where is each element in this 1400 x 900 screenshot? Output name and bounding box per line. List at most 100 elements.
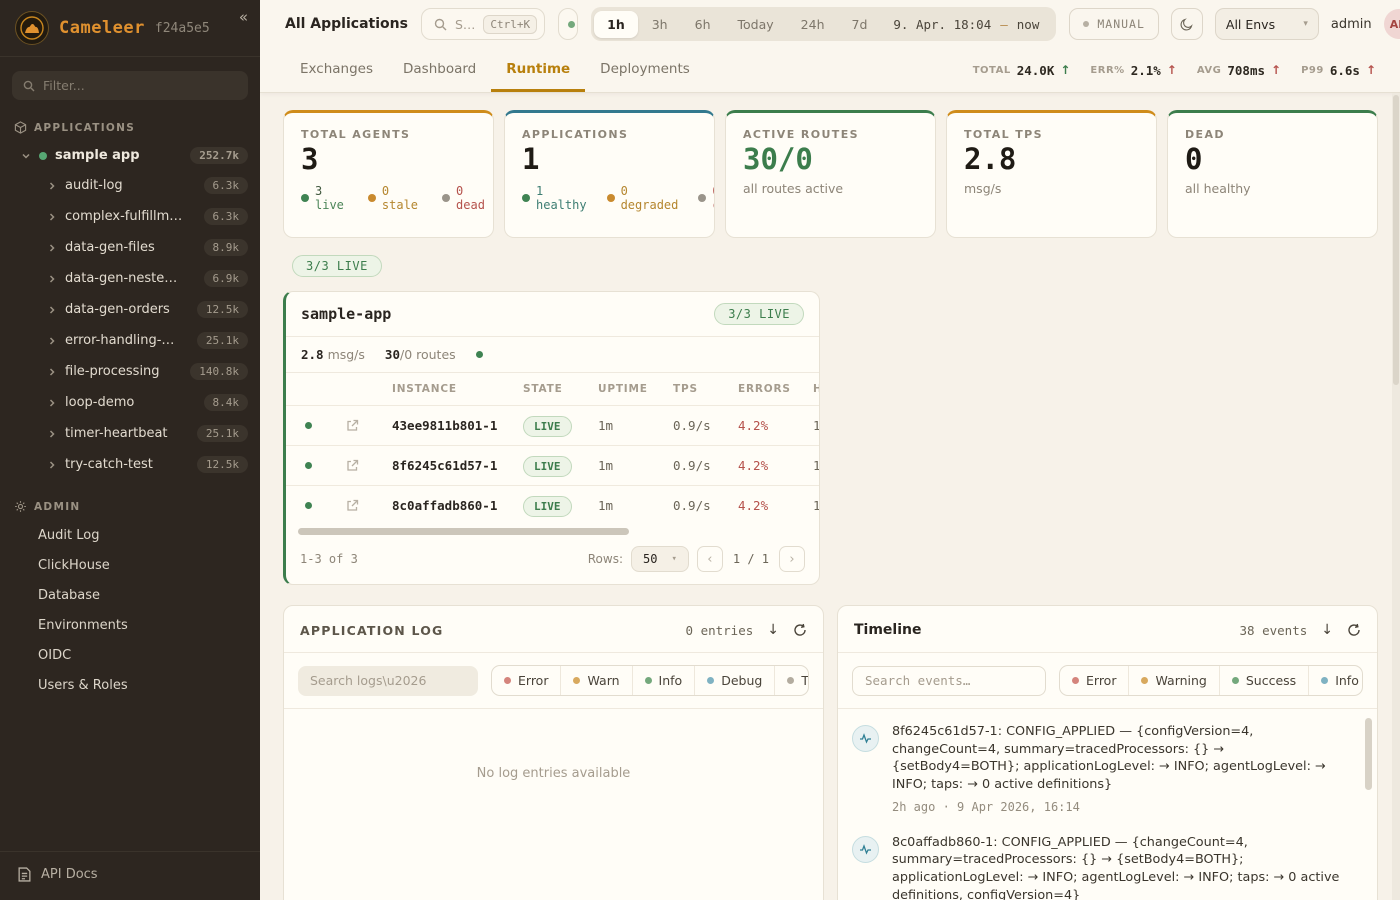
sidebar-item-users-roles[interactable]: Users & Roles <box>38 677 128 693</box>
filter-trace[interactable]: Trace <box>774 666 808 695</box>
download-icon[interactable]: ↓ <box>1321 622 1333 638</box>
chevron-right-icon[interactable] <box>47 274 57 284</box>
timeline-scrollbar[interactable] <box>1365 718 1372 900</box>
tab-runtime[interactable]: Runtime <box>491 48 586 92</box>
sidebar-item-audit-log[interactable]: Audit Log <box>38 527 100 543</box>
timeline-panel: Timeline 38 events ↓ Error Warning Succe… <box>837 605 1378 900</box>
filter-info[interactable]: Info <box>631 666 695 695</box>
count-badge: 12.5k <box>196 301 248 318</box>
range-button-3h[interactable]: 3h <box>651 16 668 32</box>
sidebar-item-route[interactable]: data-gen-neste… 6.9k <box>0 263 260 294</box>
tab-exchanges[interactable]: Exchanges <box>300 61 373 77</box>
panel-title: APPLICATION LOG <box>300 622 444 638</box>
sidebar-item-oidc[interactable]: OIDC <box>38 647 72 663</box>
timeline-events-list: 8f6245c61d57-1: CONFIG_APPLIED — {config… <box>838 709 1377 900</box>
chevron-right-icon[interactable] <box>47 460 57 470</box>
count-badge: 8.9k <box>203 239 248 256</box>
filter-error[interactable]: Error <box>1060 666 1128 695</box>
chevron-right-icon[interactable] <box>47 367 57 377</box>
external-link-icon[interactable] <box>330 499 374 512</box>
table-row[interactable]: 43ee9811b801-1 LIVE 1m 0.9/s 4.2% 1 <box>286 405 819 445</box>
online-status-pill[interactable]: O <box>558 8 579 40</box>
log-search-input[interactable] <box>298 665 478 696</box>
sidebar-item-route[interactable]: timer-heartbeat 25.1k <box>0 418 260 449</box>
filter-debug[interactable]: Debug <box>694 666 774 695</box>
chevron-right-icon[interactable] <box>47 212 57 222</box>
refresh-icon[interactable] <box>1347 623 1361 637</box>
next-page-button[interactable]: › <box>779 546 805 572</box>
event-message: 8f6245c61d57-1: CONFIG_APPLIED — {config… <box>892 724 1326 792</box>
environment-select[interactable]: All Envs ▾ <box>1214 8 1319 40</box>
chevron-right-icon[interactable] <box>47 181 57 191</box>
chevron-down-icon[interactable] <box>21 151 31 161</box>
download-icon[interactable]: ↓ <box>767 622 779 638</box>
filter-warning[interactable]: Warning <box>1128 666 1218 695</box>
admin-section-header: ADMIN <box>0 480 260 520</box>
sidebar-item-route[interactable]: data-gen-files 8.9k <box>0 232 260 263</box>
activity-icon <box>852 835 879 863</box>
external-link-icon[interactable] <box>330 459 374 472</box>
sidebar-collapse-icon[interactable]: « <box>238 8 248 26</box>
timeline-search-input[interactable] <box>852 665 1046 696</box>
sidebar-item-database[interactable]: Database <box>38 587 101 603</box>
application-card: sample-app 3/3 LIVE 2.8 msg/s 30/0 route… <box>283 291 820 585</box>
date-range-display[interactable]: 9. Apr. 18:04 — now <box>893 16 1040 32</box>
main-area: All Applications S… Ctrl+K O 1h 3h 6h To… <box>260 0 1400 900</box>
count-badge: 6.3k <box>203 208 248 225</box>
sidebar-filter-input[interactable]: Filter... <box>12 71 248 100</box>
filter-success[interactable]: Success <box>1218 666 1308 695</box>
chevron-right-icon[interactable] <box>47 429 57 439</box>
range-button-today[interactable]: Today <box>737 16 774 32</box>
count-badge: 8.4k <box>203 394 248 411</box>
sidebar-item-route[interactable]: file-processing 140.8k <box>0 356 260 387</box>
manual-refresh-button[interactable]: MANUAL <box>1069 8 1159 40</box>
range-button-7d[interactable]: 7d <box>851 16 868 32</box>
filter-info[interactable]: Info <box>1308 666 1362 695</box>
chevron-right-icon[interactable] <box>47 398 57 408</box>
state-badge: LIVE <box>523 495 572 517</box>
sidebar-item-route[interactable]: complex-fulfillm… 6.3k <box>0 201 260 232</box>
page-vertical-scrollbar[interactable] <box>1392 93 1400 900</box>
table-row[interactable]: 8f6245c61d57-1 LIVE 1m 0.9/s 4.2% 1 <box>286 445 819 485</box>
filter-warn[interactable]: Warn <box>560 666 631 695</box>
scrollbar-thumb[interactable] <box>298 528 629 535</box>
chevron-right-icon[interactable] <box>47 305 57 315</box>
sidebar-item-environments[interactable]: Environments <box>38 617 128 633</box>
table-footer: 1-3 of 3 Rows: 50 ▾ ‹ 1 / 1 › <box>286 537 819 584</box>
tab-dashboard[interactable]: Dashboard <box>403 61 477 77</box>
range-button-24h[interactable]: 24h <box>800 16 825 32</box>
dark-mode-toggle[interactable] <box>1170 8 1203 40</box>
chevron-right-icon[interactable] <box>47 336 57 346</box>
debug-dot <box>707 677 715 684</box>
global-search-button[interactable]: S… Ctrl+K <box>420 8 546 40</box>
avatar[interactable]: AD <box>1383 9 1400 39</box>
range-button-6h[interactable]: 6h <box>694 16 711 32</box>
prev-page-button[interactable]: ‹ <box>696 546 723 572</box>
tab-deployments[interactable]: Deployments <box>600 61 690 77</box>
card-total-tps: TOTAL TPS 2.8 msg/s <box>946 110 1157 238</box>
live-badge: 3/3 LIVE <box>714 303 804 325</box>
chevron-right-icon[interactable] <box>47 243 57 253</box>
sidebar-item-route[interactable]: audit-log 6.3k <box>0 170 260 201</box>
summary-metrics: TOTAL 24.0K ↑ ERR% 2.1% ↑ AVG 708ms ↑ P9… <box>973 48 1376 92</box>
filter-error[interactable]: Error <box>492 666 560 695</box>
sidebar-item-sample-app[interactable]: sample app 252.7k <box>0 141 260 170</box>
sidebar-item-route[interactable]: try-catch-test 12.5k <box>0 449 260 480</box>
sidebar-item-route[interactable]: data-gen-orders 12.5k <box>0 294 260 325</box>
external-link-icon[interactable] <box>330 419 374 432</box>
table-row[interactable]: 8c0affadb860-1 LIVE 1m 0.9/s 4.2% 1 <box>286 485 819 525</box>
metric-avg: AVG 708ms ↑ <box>1196 62 1282 78</box>
rows-per-page-select[interactable]: 50 ▾ <box>631 546 689 572</box>
chevron-down-icon: ▾ <box>671 554 677 564</box>
scrollbar-thumb[interactable] <box>1365 718 1372 790</box>
sidebar-item-route[interactable]: loop-demo 8.4k <box>0 387 260 418</box>
sidebar-item-route[interactable]: error-handling-… 25.1k <box>0 325 260 356</box>
range-button-1h[interactable]: 1h <box>594 10 638 38</box>
scrollbar-thumb[interactable] <box>1393 95 1399 385</box>
sidebar-item-clickhouse[interactable]: ClickHouse <box>38 557 110 573</box>
moon-icon <box>1179 17 1194 32</box>
refresh-icon[interactable] <box>793 623 807 637</box>
sidebar-item-api-docs[interactable]: API Docs <box>0 851 260 900</box>
timeline-filter-group: Error Warning Success Info <box>1059 665 1363 696</box>
table-horizontal-scrollbar[interactable] <box>298 528 807 535</box>
